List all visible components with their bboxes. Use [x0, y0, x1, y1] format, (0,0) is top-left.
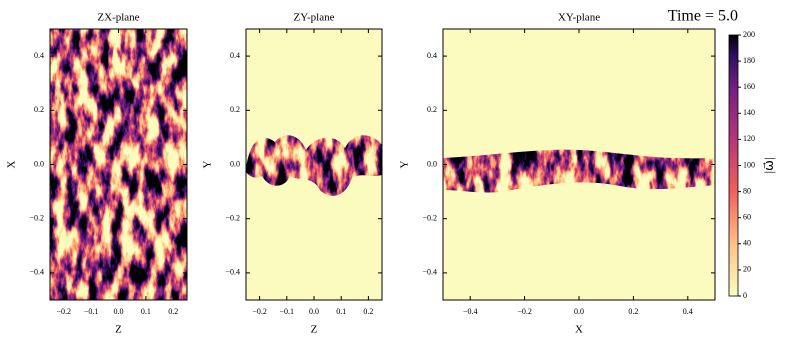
panel-title: ZX-plane — [97, 12, 139, 24]
x-axis-label: Z — [115, 324, 122, 336]
y-tick-label: −0.2 — [422, 214, 437, 223]
x-tick-label: −0.2 — [252, 307, 267, 316]
x-tick-label: −0.4 — [463, 307, 478, 316]
y-tick-label: 0.2 — [427, 105, 437, 114]
x-tick-label: 0.1 — [141, 307, 151, 316]
y-tick-label: −0.2 — [225, 214, 240, 223]
colorbar-tick-label: 40 — [743, 239, 751, 248]
x-tick-label: −0.1 — [280, 307, 295, 316]
y-tick-label: −0.4 — [225, 268, 240, 277]
x-tick-label: 0.4 — [683, 307, 693, 316]
x-tick-label: −0.2 — [517, 307, 532, 316]
y-tick-label: 0.0 — [427, 159, 437, 168]
colorbar-tick-label: 160 — [743, 82, 755, 91]
x-axis-label: X — [575, 324, 583, 336]
y-tick-label: 0.4 — [427, 51, 437, 60]
colorbar-label: |ω⃗| — [761, 157, 776, 173]
colorbar-tick-label: 80 — [743, 186, 751, 195]
y-tick-label: 0.0 — [230, 159, 240, 168]
y-axis-label: Y — [202, 160, 214, 168]
x-tick-label: 0.2 — [168, 307, 178, 316]
x-tick-label: 0.0 — [309, 307, 319, 316]
panel-title: XY-plane — [558, 12, 600, 24]
y-tick-label: −0.4 — [29, 268, 44, 277]
colorbar-tick-label: 140 — [743, 108, 755, 117]
colorbar-gradient — [729, 35, 738, 296]
x-tick-label: −0.1 — [84, 307, 99, 316]
time-annotation: Time = 5.0 — [668, 8, 738, 25]
x-tick-label: 0.0 — [574, 307, 584, 316]
x-tick-label: 0.0 — [114, 307, 124, 316]
y-tick-label: −0.4 — [422, 268, 437, 277]
y-axis-label: X — [6, 160, 18, 168]
y-tick-label: −0.2 — [29, 214, 44, 223]
y-tick-label: 0.2 — [34, 105, 44, 114]
colorbar-tick-label: 180 — [743, 56, 755, 65]
y-tick-label: 0.2 — [230, 105, 240, 114]
x-tick-label: 0.2 — [628, 307, 638, 316]
y-axis-label: Y — [399, 160, 411, 168]
colorbar-tick-label: 0 — [743, 291, 747, 300]
colorbar-tick-label: 60 — [743, 213, 751, 222]
panel-title: ZY-plane — [294, 12, 335, 24]
x-axis-label: Z — [311, 324, 318, 336]
colorbar-tick-label: 100 — [743, 160, 755, 169]
y-tick-label: 0.4 — [34, 51, 44, 60]
colorbar-tick-label: 200 — [743, 30, 755, 39]
field-images — [50, 29, 738, 300]
zx-field — [50, 29, 187, 300]
y-tick-label: 0.0 — [34, 159, 44, 168]
y-tick-label: 0.4 — [230, 51, 240, 60]
x-tick-label: 0.1 — [336, 307, 346, 316]
colorbar-tick-label: 120 — [743, 134, 755, 143]
colorbar-tick-label: 20 — [743, 265, 751, 274]
x-tick-label: 0.2 — [363, 307, 373, 316]
x-tick-label: −0.2 — [56, 307, 71, 316]
